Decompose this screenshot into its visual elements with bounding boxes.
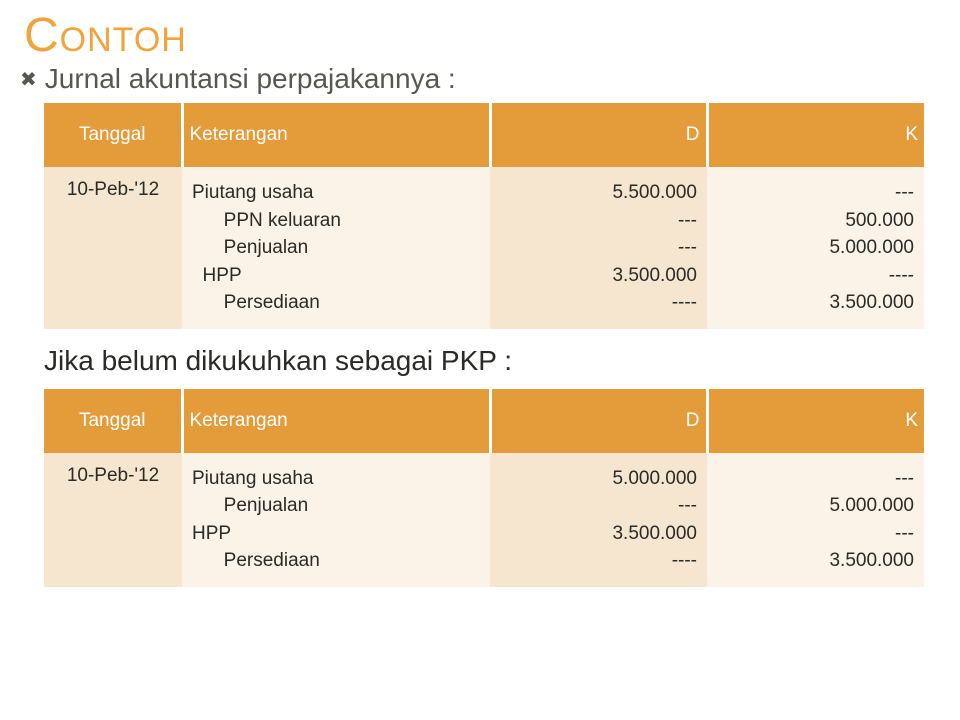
col-header-k: K [707, 389, 924, 453]
journal-table-1: Tanggal Keterangan D K 10-Peb-'12 Piutan… [44, 103, 924, 331]
cell-d: 5.500.000------3.500.000---- [490, 167, 707, 330]
col-header-tanggal: Tanggal [44, 389, 182, 453]
cell-d: 5.000.000---3.500.000---- [490, 453, 707, 588]
cell-k: ---5.000.000---3.500.000 [707, 453, 924, 588]
col-header-keterangan: Keterangan [182, 389, 490, 453]
col-header-keterangan: Keterangan [182, 103, 490, 167]
mid-text: Jika belum dikukuhkan sebagai PKP : [0, 331, 960, 389]
page-title: Contoh [0, 0, 960, 63]
cell-k: ---500.0005.000.000----3.500.000 [707, 167, 924, 330]
col-header-d: D [490, 103, 707, 167]
table-row: 10-Peb-'12 Piutang usaha PPN keluaran Pe… [44, 167, 924, 330]
col-header-k: K [707, 103, 924, 167]
cell-date: 10-Peb-'12 [44, 167, 182, 330]
subtitle-row: ✖ Jurnal akuntansi perpajakannya : [0, 63, 960, 103]
table-header-row: Tanggal Keterangan D K [44, 103, 924, 167]
cell-desc: Piutang usaha PPN keluaran Penjualan HPP… [182, 167, 490, 330]
bullet-icon: ✖ [20, 67, 37, 92]
journal-table-2: Tanggal Keterangan D K 10-Peb-'12 Piutan… [44, 389, 924, 589]
table-header-row: Tanggal Keterangan D K [44, 389, 924, 453]
cell-date: 10-Peb-'12 [44, 453, 182, 588]
cell-desc: Piutang usaha PenjualanHPP Persediaan [182, 453, 490, 588]
table-row: 10-Peb-'12 Piutang usaha PenjualanHPP Pe… [44, 453, 924, 588]
subtitle-text: Jurnal akuntansi perpajakannya : [45, 63, 456, 95]
col-header-tanggal: Tanggal [44, 103, 182, 167]
col-header-d: D [490, 389, 707, 453]
